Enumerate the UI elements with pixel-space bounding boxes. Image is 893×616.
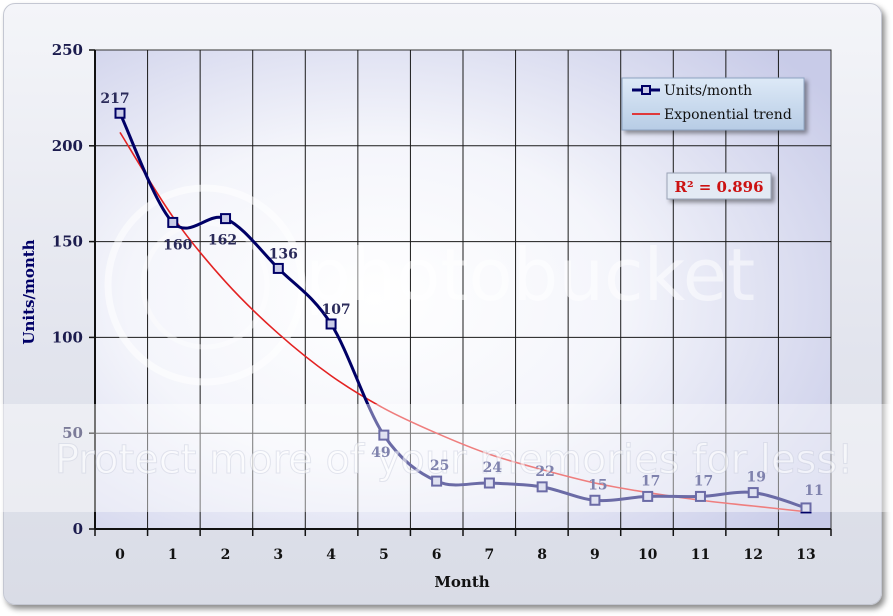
x-tick-label: 11 xyxy=(691,547,710,563)
watermark-logo: photobucket xyxy=(104,184,755,386)
data-label: 17 xyxy=(694,473,713,489)
watermark-text: Protect more of your memories for less! xyxy=(55,437,853,483)
y-tick-label: 50 xyxy=(62,424,83,442)
x-tick-label: 1 xyxy=(168,547,178,563)
data-point xyxy=(431,475,443,487)
watermark-logo-text: photobucket xyxy=(305,233,755,317)
data-label: 15 xyxy=(588,477,607,493)
y-tick-label: 150 xyxy=(52,233,83,251)
data-point xyxy=(325,318,337,330)
x-axis-title: Month xyxy=(434,573,489,591)
data-point xyxy=(536,481,548,493)
data-label: 11 xyxy=(804,483,823,499)
data-point xyxy=(642,490,654,502)
data-label: 19 xyxy=(746,470,765,486)
x-tick-label: 8 xyxy=(537,547,547,563)
legend-label-units: Units/month xyxy=(664,83,752,99)
data-point xyxy=(220,213,232,225)
grid xyxy=(95,50,831,529)
data-label: 136 xyxy=(269,246,298,262)
x-tick-label: 7 xyxy=(485,547,495,563)
legend-label-trend: Exponential trend xyxy=(664,107,792,123)
x-tick-label: 13 xyxy=(796,547,815,563)
series xyxy=(114,107,812,514)
data-point xyxy=(167,216,179,228)
r-squared-box: R² = 0.896 xyxy=(666,172,772,200)
data-label: 107 xyxy=(321,302,350,318)
x-tick-label: 0 xyxy=(115,547,125,563)
data-point xyxy=(694,490,706,502)
series-line-exponential-trend xyxy=(119,131,807,513)
data-label: 17 xyxy=(641,473,660,489)
data-point xyxy=(747,487,759,499)
data-label: 160 xyxy=(163,237,192,253)
data-label: 162 xyxy=(208,233,237,249)
r-squared-label: R² = 0.896 xyxy=(674,178,763,196)
y-tick-label: 0 xyxy=(73,520,83,538)
data-point xyxy=(483,477,495,489)
data-label: 25 xyxy=(430,458,449,474)
data-label: 217 xyxy=(100,91,129,107)
y-tick-label: 100 xyxy=(52,328,83,346)
data-point xyxy=(114,107,126,119)
data-point xyxy=(589,494,601,506)
data-labels: 217 160 162 136 107 49 25 24 22 15 17 17 19 11 xyxy=(100,91,823,499)
x-tick-label: 9 xyxy=(590,547,600,563)
x-tick-label: 6 xyxy=(432,547,442,563)
data-point xyxy=(272,262,284,274)
y-axis-title: Units/month xyxy=(20,239,38,344)
data-label: 49 xyxy=(371,445,390,461)
x-tick-label: 4 xyxy=(326,547,336,563)
data-label: 24 xyxy=(483,460,503,476)
data-point xyxy=(378,429,390,441)
legend-marker-units xyxy=(641,85,651,95)
x-tick-label: 2 xyxy=(221,547,231,563)
x-tick-label: 10 xyxy=(638,547,658,563)
y-tick-label: 200 xyxy=(52,137,83,155)
legend: Units/month Exponential trend xyxy=(621,77,805,131)
x-tick-label: 3 xyxy=(273,547,283,563)
watermark-band xyxy=(0,404,893,512)
x-tick-label: 5 xyxy=(379,547,389,563)
x-tick-label: 12 xyxy=(743,547,762,563)
y-tick-label: 250 xyxy=(52,41,83,59)
data-label: 22 xyxy=(535,464,554,480)
data-point xyxy=(800,502,812,514)
